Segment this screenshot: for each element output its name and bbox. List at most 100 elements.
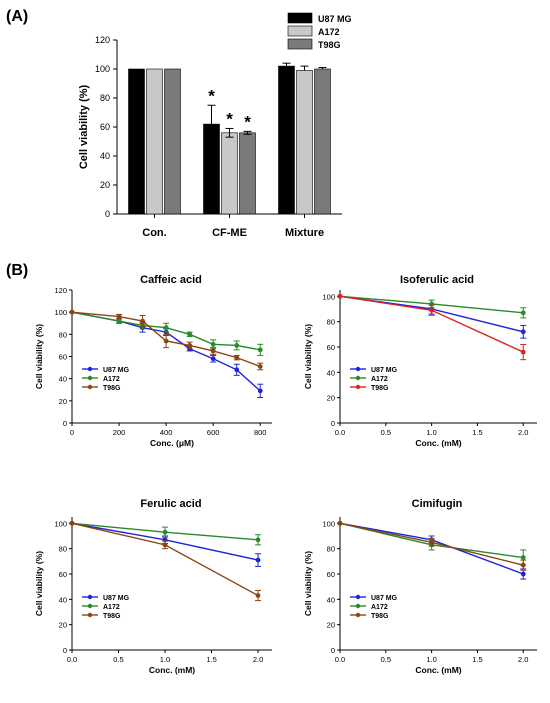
data-point	[69, 520, 75, 526]
data-point	[116, 318, 122, 324]
legend-label: U87 MG	[103, 595, 130, 602]
y-axis-label: Cell viability (%)	[303, 324, 313, 389]
data-point	[520, 310, 526, 316]
y-tick-label: 40	[59, 375, 67, 384]
data-point	[210, 341, 216, 347]
x-tick-label: 0.5	[381, 655, 391, 664]
y-tick-label: 20	[327, 394, 335, 403]
data-point	[234, 367, 240, 373]
data-point	[162, 529, 168, 535]
data-point	[520, 349, 526, 355]
legend-marker	[355, 603, 361, 609]
legend-label: T98G	[103, 613, 121, 620]
legend-swatch	[287, 25, 313, 37]
legend-label: U87 MG	[371, 367, 398, 374]
panel-b-label: (B)	[6, 262, 29, 279]
y-tick-label: 0	[331, 419, 335, 428]
x-tick-label: 1.0	[426, 655, 436, 664]
data-point	[210, 348, 216, 354]
data-point	[210, 356, 216, 362]
line-chart-1: Caffeic acid 0 20 40 60 80 100 120 0 200 400 600 800…	[34, 274, 272, 448]
y-tick-label: 80	[59, 330, 67, 339]
legend-marker	[355, 384, 361, 390]
legend-marker	[355, 366, 361, 372]
y-axis-label: Cell viability (%)	[34, 324, 44, 389]
legend-label: A172	[371, 604, 388, 611]
y-tick-label: 40	[327, 368, 335, 377]
y-tick-label: 80	[59, 545, 67, 554]
y-tick-label: 40	[59, 595, 67, 604]
x-tick-label: 0.0	[335, 428, 345, 437]
data-point	[257, 388, 263, 394]
bar	[164, 68, 181, 215]
x-tick-label: 1.5	[472, 655, 482, 664]
x-tick-label: 0	[70, 428, 74, 437]
data-point	[429, 307, 435, 313]
data-point	[255, 593, 261, 598]
significance-asterisk: *	[226, 109, 233, 128]
chart-title: Isoferulic acid	[400, 274, 474, 286]
bar	[296, 70, 313, 215]
y-tick-label: 40	[327, 595, 335, 604]
legend-label: A172	[318, 27, 340, 37]
legend-swatch	[287, 12, 313, 24]
data-point	[162, 542, 168, 548]
data-point	[234, 343, 240, 348]
x-axis-label: Conc. (μM)	[150, 438, 194, 448]
bar	[221, 132, 238, 215]
legend-label: T98G	[318, 40, 341, 50]
y-tick-label: 40	[100, 151, 110, 161]
y-tick-label: 100	[54, 519, 67, 528]
data-point	[140, 318, 145, 324]
chart-title: Ferulic acid	[140, 498, 201, 510]
bar	[128, 68, 145, 215]
legend-marker	[87, 612, 93, 618]
data-point	[520, 555, 526, 560]
y-axis-label: Cell viability (%)	[303, 551, 313, 616]
line-chart-4: Cimifugin 0 20 40 60 80 100 0.0 0.5 1.0 1.5 2.0 Conc…	[303, 498, 537, 675]
legend-marker	[355, 612, 361, 618]
legend-label: A172	[103, 376, 120, 383]
legend-marker	[87, 603, 93, 609]
y-tick-label: 60	[327, 570, 335, 579]
data-point	[257, 364, 263, 369]
chart-title: Cimifugin	[412, 498, 463, 510]
data-point	[187, 343, 193, 348]
chart-title: Caffeic acid	[140, 274, 202, 286]
y-tick-label: 0	[63, 419, 67, 428]
legend-label: A172	[103, 604, 120, 611]
x-tick-label: 0.0	[335, 655, 345, 664]
legend-label: T98G	[371, 385, 389, 392]
y-tick-label: 100	[322, 292, 335, 301]
bar	[239, 132, 256, 215]
data-point	[257, 347, 263, 353]
y-tick-label: 60	[59, 353, 67, 362]
data-point	[429, 539, 435, 545]
data-point	[520, 571, 526, 577]
data-point	[337, 293, 343, 299]
data-point	[520, 329, 526, 335]
legend-label: U87 MG	[318, 14, 352, 24]
data-point	[116, 314, 122, 319]
legend-label: A172	[371, 376, 388, 383]
legend-marker	[87, 384, 93, 390]
x-tick-label: 0.5	[381, 428, 391, 437]
bar	[314, 68, 331, 215]
series-line	[71, 311, 261, 368]
x-tick-label: 1.0	[426, 428, 436, 437]
x-tick-label: 0.0	[67, 655, 77, 664]
x-tick-label: Con.	[142, 227, 166, 239]
legend-marker	[87, 375, 93, 381]
line-chart-2: Isoferulic acid 0 20 40 60 80 100 0.0 0.5 1.0 1.5 2…	[303, 274, 537, 448]
x-tick-label: 600	[207, 428, 220, 437]
x-tick-label: 2.0	[518, 428, 528, 437]
data-point	[187, 331, 193, 337]
series-line	[71, 311, 261, 351]
x-tick-label: 400	[160, 428, 173, 437]
x-axis-label: Conc. (mM)	[415, 665, 461, 675]
legend-label: T98G	[371, 613, 389, 620]
legend-swatch	[287, 38, 313, 50]
data-point	[520, 562, 526, 568]
x-tick-label: 2.0	[518, 655, 528, 664]
data-point	[255, 557, 261, 563]
